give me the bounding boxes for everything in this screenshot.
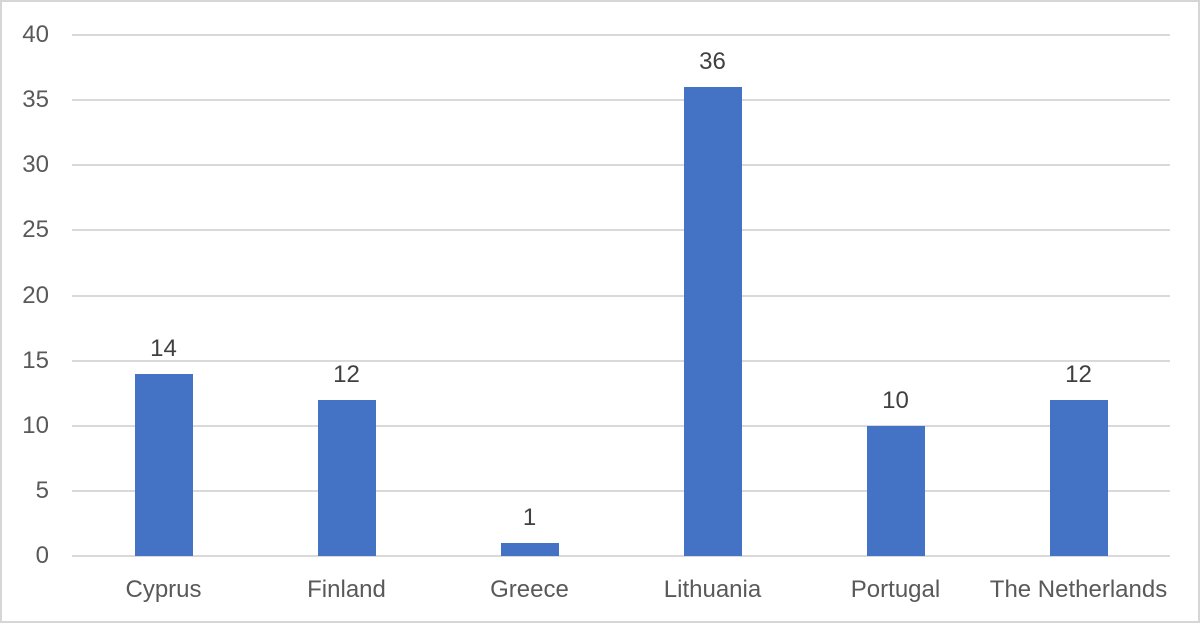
y-tick-label: 20 xyxy=(22,281,49,309)
bar-slot-greece: 1 xyxy=(438,35,621,556)
y-tick-label: 25 xyxy=(22,216,49,244)
y-tick-label: 40 xyxy=(22,21,49,48)
category-label: Finland xyxy=(307,576,386,603)
bar-slot-lithuania: 36 xyxy=(621,35,804,556)
y-tick-label: 5 xyxy=(35,476,49,504)
gridline-20 xyxy=(72,294,1170,297)
bar-slot-cyprus: 14 xyxy=(72,35,255,556)
bar-value-label: 12 xyxy=(333,360,360,388)
y-tick-label: 0 xyxy=(35,542,49,569)
y-tick-label: 10 xyxy=(22,411,49,439)
category-label: Cyprus xyxy=(125,576,202,603)
gridline-30 xyxy=(72,164,1170,167)
y-tick-label: 35 xyxy=(22,86,49,114)
bar-cyprus xyxy=(134,373,193,556)
bar-value-label: 10 xyxy=(882,386,909,414)
plot-area: 14 12 1 36 10 12 xyxy=(72,34,1170,557)
gridline-35 xyxy=(72,99,1170,102)
category-label: Lithuania xyxy=(663,576,762,603)
bar-slot-the-netherlands: 12 xyxy=(987,35,1170,556)
category-label: Portugal xyxy=(850,576,941,603)
bar-value-label: 12 xyxy=(1065,360,1092,388)
bar-value-label: 14 xyxy=(150,334,177,362)
y-tick-label: 15 xyxy=(22,346,49,374)
bar-portugal xyxy=(866,425,925,556)
y-tick-label: 30 xyxy=(22,151,49,179)
bar-slot-portugal: 10 xyxy=(804,35,987,556)
bar-value-label: 36 xyxy=(699,48,726,76)
gridline-40 xyxy=(72,34,1170,36)
gridline-5 xyxy=(72,489,1170,492)
bar-the-netherlands xyxy=(1049,399,1108,556)
gridline-25 xyxy=(72,229,1170,232)
bar-slot-finland: 12 xyxy=(255,35,438,556)
gridline-0 xyxy=(72,555,1170,557)
bar-value-label: 1 xyxy=(522,503,537,531)
gridline-10 xyxy=(72,424,1170,427)
gridline-15 xyxy=(72,359,1170,362)
category-label: The Netherlands xyxy=(989,576,1168,603)
category-label: Greece xyxy=(490,576,569,603)
bar-finland xyxy=(317,399,376,556)
bar-lithuania xyxy=(683,87,742,556)
bar-greece xyxy=(500,542,559,556)
